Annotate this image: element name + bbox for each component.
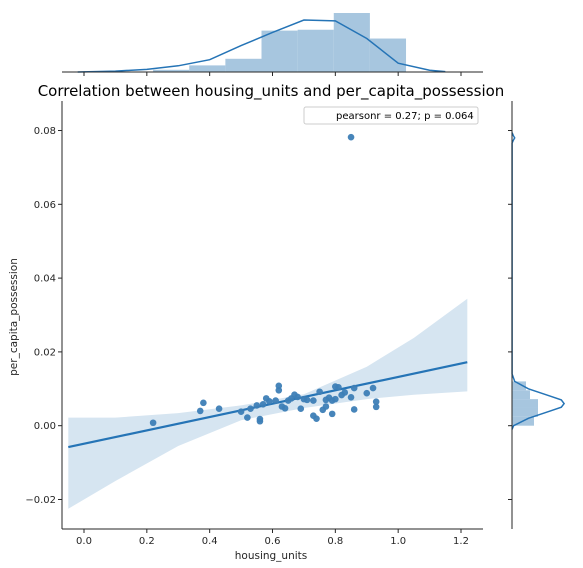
scatter-point [372,403,380,411]
marginal-x-bar [189,65,226,72]
scatter-point [350,384,358,392]
scatter-point [310,397,317,404]
marginal-y-kde [511,132,566,430]
scatter-point [247,405,254,413]
scatter-point [316,388,323,396]
scatter-point [303,396,311,404]
scatter-point [266,398,273,405]
x-tick-label: 1.0 [390,536,406,547]
x-axis-label: housing_units [235,550,308,562]
marginal-y-bar [512,399,538,408]
marginal-x-kde [77,19,446,73]
scatter-point [196,407,204,415]
scatter-point [244,414,251,421]
scatter-point [335,384,342,391]
legend-text: pearsonr = 0.27; p = 0.064 [336,111,474,122]
scatter-point [328,410,336,418]
marginal-x-bar [261,30,298,73]
scatter-point [372,398,380,406]
scatter-point [350,406,358,413]
marginal-y-distribution [511,132,566,430]
marginal-y-bar [512,407,538,417]
y-ticks: −0.02 0.00 0.02 0.04 0.06 0.08 [25,126,62,506]
marginal-x-bar [297,29,334,72]
scatter-point [332,395,339,403]
x-tick-label: 0.6 [265,536,281,547]
scatter-point [363,389,371,397]
marginal-x-ticks [83,72,462,76]
x-ticks: 0.0 0.2 0.4 0.6 0.8 1.0 1.2 [76,529,469,547]
scatter-point [369,384,377,392]
scatter-point [215,405,223,413]
main-plot-area [68,133,468,509]
marginal-x-distribution [77,13,446,73]
legend: pearsonr = 0.27; p = 0.064 [303,106,479,125]
scatter-point [200,399,207,407]
x-tick-label: 1.2 [453,536,469,547]
chart-title: Correlation between housing_units and pe… [38,82,505,101]
scatter-point [281,405,289,412]
scatter-point [256,415,264,423]
y-tick-label: 0.06 [34,200,56,211]
scatter-point [272,397,279,404]
y-tick-label: −0.02 [25,495,56,506]
y-tick-label: 0.00 [34,421,56,432]
x-tick-label: 0.8 [327,536,343,547]
scatter-point [237,408,245,415]
y-axis-label: per_capita_possession [8,258,20,376]
marginal-x-bar [153,69,190,72]
scatter-point [253,402,261,409]
regression-line [68,361,468,449]
marginal-x-bar [333,13,370,72]
marginal-y-bar [512,390,530,400]
marginal-y-ticks [508,130,512,500]
scatter-point [341,389,349,396]
marginal-x-bar [225,58,262,72]
y-tick-label: 0.02 [34,347,56,358]
scatter-point [294,393,301,401]
scatter-point [297,405,305,413]
scatter-point [313,415,320,422]
scatter-point [322,403,330,410]
scatter-point [347,393,355,401]
y-tick-label: 0.08 [34,126,56,137]
scatter-point [149,419,157,427]
scatter-point [275,382,283,390]
x-tick-label: 0.2 [139,536,155,547]
x-tick-label: 0.4 [202,536,218,547]
legend-box [303,106,479,125]
marginal-y-bar [512,381,526,391]
y-tick-label: 0.04 [34,274,56,285]
x-tick-label: 0.0 [76,536,92,547]
scatter-point [347,133,355,141]
scatter-point [259,400,267,408]
